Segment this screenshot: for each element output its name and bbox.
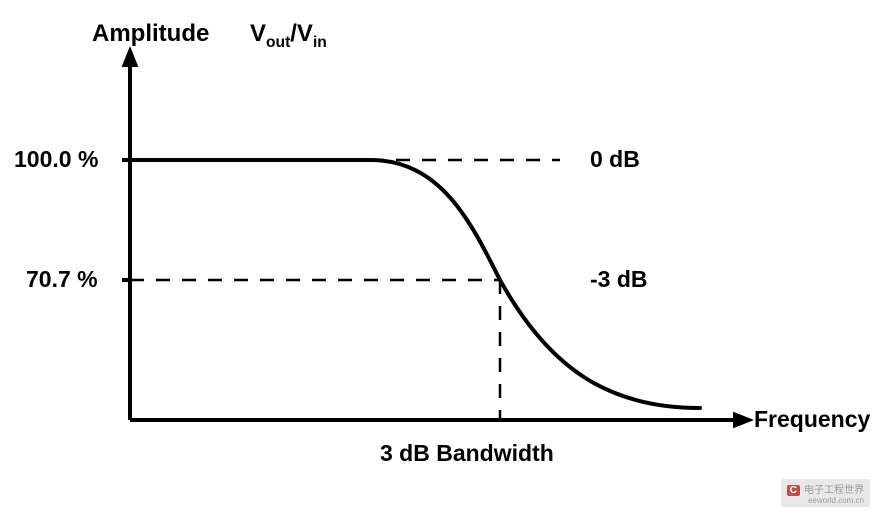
ratio-vout-v: V <box>250 20 266 47</box>
ratio-in: in <box>313 34 327 51</box>
db-minus3-label: -3 dB <box>590 266 648 293</box>
ratio-label: Vout/Vin <box>250 20 327 52</box>
ytick-100-label: 100.0 % <box>14 146 98 173</box>
ytick-707-label: 70.7 % <box>26 266 98 293</box>
x-axis-title: Frequency <box>754 406 870 433</box>
ratio-out: out <box>266 34 290 51</box>
watermark-badge: C <box>787 485 800 496</box>
bandwidth-label: 3 dB Bandwidth <box>380 440 554 467</box>
watermark: C 电子工程世界 eeworld.com.cn <box>781 479 870 507</box>
watermark-text: 电子工程世界 <box>804 485 864 496</box>
ratio-slash-v: /V <box>290 20 313 47</box>
y-axis-title: Amplitude <box>92 20 209 48</box>
x-axis-arrow <box>733 412 754 429</box>
watermark-sub: eeworld.com.cn <box>787 496 864 505</box>
db-0-label: 0 dB <box>590 146 640 173</box>
y-axis-arrow <box>122 46 139 67</box>
